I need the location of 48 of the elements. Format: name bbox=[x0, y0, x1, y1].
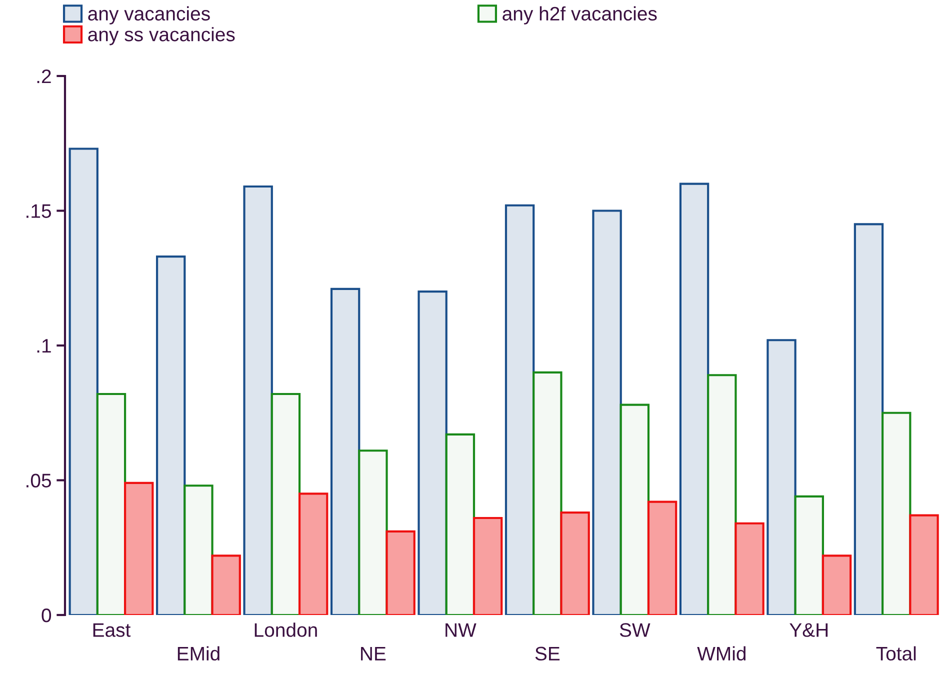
bar bbox=[211, 554, 241, 615]
bar bbox=[156, 256, 186, 615]
x-tick-label: East bbox=[93, 623, 131, 637]
bar bbox=[822, 554, 852, 615]
bar bbox=[620, 404, 650, 615]
bar bbox=[386, 530, 416, 615]
bar bbox=[243, 185, 273, 615]
legend-label: any ss vacancies bbox=[88, 27, 235, 46]
bar bbox=[330, 288, 360, 615]
x-tick-label: London bbox=[254, 622, 317, 637]
bar bbox=[882, 412, 912, 615]
y-tick-label: .05 bbox=[26, 474, 51, 488]
bar bbox=[679, 182, 710, 615]
bar bbox=[532, 371, 562, 615]
bar bbox=[418, 290, 448, 615]
bar bbox=[184, 484, 214, 615]
bar bbox=[766, 339, 796, 615]
x-tick-label: WMid bbox=[697, 646, 746, 661]
bar bbox=[734, 522, 764, 615]
bar bbox=[472, 516, 503, 615]
bar bbox=[909, 514, 939, 615]
y-tick-label: 0 bbox=[42, 608, 52, 622]
bar bbox=[794, 495, 824, 615]
bar bbox=[270, 392, 301, 615]
bar bbox=[96, 392, 126, 615]
legend-label: any vacancies bbox=[88, 6, 210, 24]
bar bbox=[298, 492, 328, 615]
bar bbox=[504, 204, 535, 615]
y-tick-label: .2 bbox=[37, 69, 51, 84]
bar bbox=[707, 374, 737, 615]
bar bbox=[647, 500, 678, 615]
x-tick-label: SE bbox=[535, 646, 560, 661]
y-tick-label: .15 bbox=[26, 204, 51, 218]
x-tick-label: SW bbox=[620, 623, 650, 637]
bar bbox=[68, 148, 98, 615]
x-tick-label: Y&H bbox=[790, 623, 828, 637]
legend-label: any h2f vacancies bbox=[502, 6, 657, 24]
x-tick-label: NW bbox=[446, 623, 476, 637]
x-tick-label: EMid bbox=[178, 646, 220, 661]
bar bbox=[854, 223, 884, 615]
y-tick-label: .1 bbox=[37, 339, 51, 353]
bar bbox=[560, 512, 590, 615]
bar bbox=[445, 433, 476, 615]
bar bbox=[124, 482, 154, 615]
bar bbox=[358, 450, 388, 615]
bar bbox=[592, 210, 622, 615]
x-tick-label: NE bbox=[361, 646, 386, 660]
x-tick-label: Total bbox=[876, 646, 916, 661]
